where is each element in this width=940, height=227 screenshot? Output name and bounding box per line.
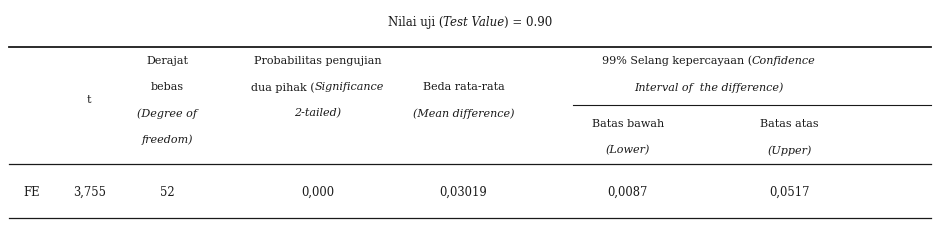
Text: Confidence: Confidence [752,56,816,66]
Text: 2-tailed): 2-tailed) [294,108,341,118]
Text: 0,0087: 0,0087 [608,185,648,198]
Text: 99% Selang kepercayaan (: 99% Selang kepercayaan ( [602,56,752,66]
Text: Batas bawah: Batas bawah [592,118,664,128]
Text: ) = 0.90: ) = 0.90 [504,16,553,29]
Text: Batas atas: Batas atas [760,118,819,128]
Text: 3,755: 3,755 [72,185,106,198]
Text: Probabilitas pengujian: Probabilitas pengujian [254,56,382,66]
Text: Beda rata-rata: Beda rata-rata [423,82,504,92]
Text: Derajat: Derajat [147,56,188,66]
Text: 0,0517: 0,0517 [769,185,810,198]
Text: Nilai uji (: Nilai uji ( [387,16,443,29]
Text: FE: FE [24,185,40,198]
Text: 0,03019: 0,03019 [440,185,487,198]
Text: Interval of  the difference): Interval of the difference) [634,82,783,92]
Text: t: t [87,95,91,105]
Text: dua pihak (: dua pihak ( [251,82,315,92]
Text: (Lower): (Lower) [605,144,650,155]
Text: 0,000: 0,000 [301,185,335,198]
Text: freedom): freedom) [142,134,193,144]
Text: (Mean difference): (Mean difference) [413,108,514,118]
Text: Test Value: Test Value [443,16,504,29]
Text: Significance: Significance [315,82,384,92]
Text: (Degree of: (Degree of [137,108,197,118]
Text: 52: 52 [160,185,175,198]
Text: bebas: bebas [150,82,184,92]
Text: (Upper): (Upper) [767,144,812,155]
